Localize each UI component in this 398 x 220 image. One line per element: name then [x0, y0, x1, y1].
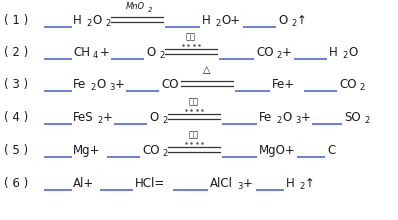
Text: O: O [282, 110, 291, 123]
Text: C: C [327, 143, 335, 156]
Text: ( 5 ): ( 5 ) [4, 143, 28, 156]
Text: ( 2 ): ( 2 ) [4, 46, 28, 59]
Text: +: + [282, 46, 292, 59]
Text: CO: CO [142, 143, 160, 156]
Text: 2: 2 [364, 116, 369, 125]
Text: ( 3 ): ( 3 ) [4, 77, 28, 90]
Text: O: O [96, 77, 105, 90]
Text: H: H [286, 176, 295, 189]
Text: 2: 2 [97, 116, 102, 125]
Text: +: + [243, 176, 253, 189]
Text: 2: 2 [342, 51, 347, 60]
Text: 3: 3 [295, 116, 300, 125]
Text: H: H [73, 13, 82, 26]
Text: 2: 2 [159, 51, 164, 60]
Text: 2: 2 [215, 19, 220, 28]
Text: 2: 2 [276, 51, 281, 60]
Text: CH: CH [73, 46, 90, 59]
Text: H: H [329, 46, 338, 59]
Text: O: O [278, 13, 287, 26]
Text: 2: 2 [90, 83, 95, 92]
Text: Fe: Fe [259, 110, 272, 123]
Text: 2: 2 [105, 19, 110, 28]
Text: O: O [92, 13, 101, 26]
Text: H: H [202, 13, 211, 26]
Text: ( 1 ): ( 1 ) [4, 13, 28, 26]
Text: 3: 3 [237, 182, 242, 191]
Text: O: O [149, 110, 158, 123]
Text: +: + [103, 110, 113, 123]
Text: AlCl: AlCl [210, 176, 233, 189]
Text: △: △ [203, 65, 211, 75]
Text: SO: SO [344, 110, 361, 123]
Text: 2: 2 [291, 19, 296, 28]
Text: 2: 2 [162, 116, 167, 125]
Text: ( 4 ): ( 4 ) [4, 110, 28, 123]
Text: 点燃: 点燃 [189, 97, 199, 106]
Text: +: + [301, 110, 311, 123]
Text: 点燃: 点燃 [189, 130, 199, 139]
Text: HCl=: HCl= [135, 176, 165, 189]
Text: ↑: ↑ [305, 176, 315, 189]
Text: 2: 2 [86, 19, 91, 28]
Text: FeS: FeS [73, 110, 94, 123]
Text: Fe: Fe [73, 77, 86, 90]
Text: 3: 3 [109, 83, 114, 92]
Text: ↑: ↑ [297, 13, 307, 26]
Text: 点燃: 点燃 [186, 33, 196, 42]
Text: 2: 2 [299, 182, 304, 191]
Text: 2: 2 [359, 83, 364, 92]
Text: Al+: Al+ [73, 176, 94, 189]
Text: +: + [100, 46, 110, 59]
Text: O: O [146, 46, 155, 59]
Text: CO: CO [339, 77, 357, 90]
Text: O: O [348, 46, 357, 59]
Text: 4: 4 [93, 51, 98, 60]
Text: MgO+: MgO+ [259, 143, 296, 156]
Text: CO: CO [161, 77, 178, 90]
Text: O+: O+ [221, 13, 240, 26]
Text: CO: CO [256, 46, 273, 59]
Text: 2: 2 [276, 116, 281, 125]
Text: Fe+: Fe+ [272, 77, 295, 90]
Text: 2: 2 [148, 7, 152, 13]
Text: +: + [115, 77, 125, 90]
Text: ( 6 ): ( 6 ) [4, 176, 28, 189]
Text: Mg+: Mg+ [73, 143, 101, 156]
Text: 2: 2 [162, 149, 167, 158]
Text: MnO: MnO [125, 2, 144, 11]
